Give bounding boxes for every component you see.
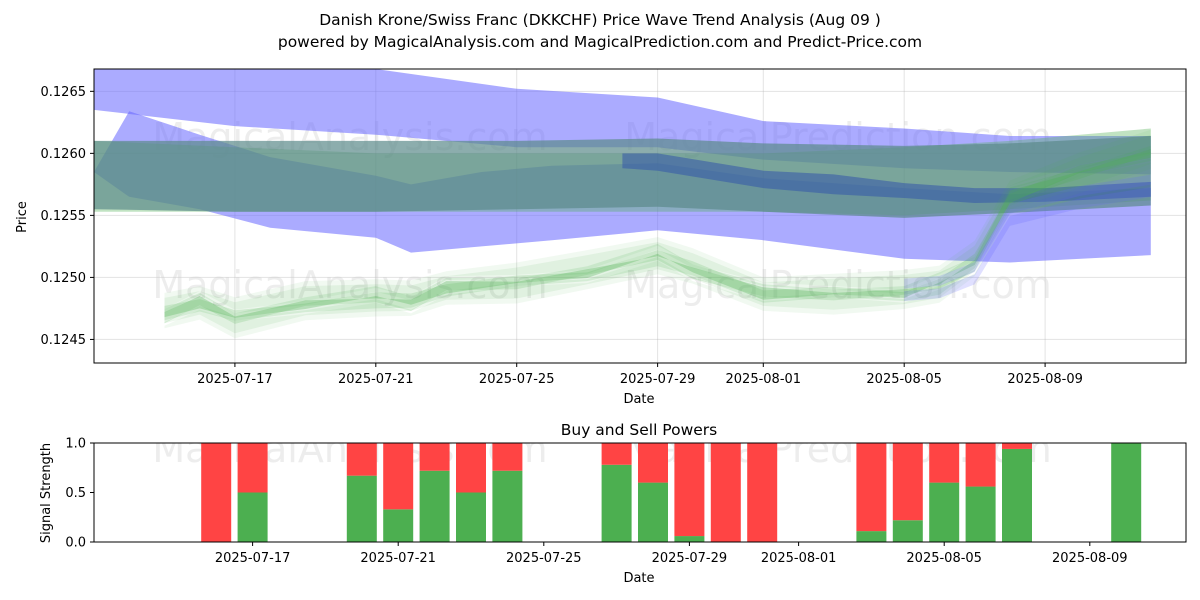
sell-bar [456,443,486,493]
blue-wave-band [904,187,1151,301]
sell-bar [892,443,923,521]
y-tick-label: 0.5 [65,486,86,501]
buy-bar [638,482,668,542]
price-wave-band [164,129,1151,310]
y-tick-label: 0.1250 [41,271,87,286]
buy-bar [965,486,996,542]
sell-bar [492,443,523,471]
bottom-chart-title: Buy and Sell Powers [561,421,718,439]
main-chart-subtitle: powered by MagicalAnalysis.com and Magic… [278,33,922,51]
bottom-y-axis-label: Signal Strength [39,443,54,543]
dark-blue-trend-band [622,153,1151,203]
blue-wave-band [904,174,1151,289]
y-tick-label: 0.0 [65,536,86,551]
buy-bar [383,509,414,542]
sell-bar [346,443,377,476]
price-chart-panel: MagicalAnalysis.com MagicalPrediction.com… [41,68,1187,387]
buy-bar [237,492,268,542]
x-tick-label: 2025-08-09 [1052,551,1128,566]
top-plot-frame [93,68,1187,364]
buy-bar [1111,443,1142,542]
x-tick-label: 2025-07-21 [360,551,436,566]
buy-bar [419,470,450,542]
x-tick-label: 2025-07-21 [338,372,414,387]
buy-bar [492,470,523,542]
buy-bar [674,536,705,542]
buy-bar [892,520,923,542]
watermark-text: MagicalAnalysis.com [152,263,547,307]
buy-sell-panel: MagicalAnalysis.comMagicalPrediction.com… [65,437,1187,566]
main-chart-title: Danish Krone/Swiss Franc (DKKCHF) Price … [319,11,881,29]
watermark-text: MagicalPrediction.com [624,263,1052,307]
x-tick-label: 2025-07-29 [620,372,696,387]
x-tick-label: 2025-07-29 [652,551,728,566]
sell-bar [237,443,268,493]
y-tick-label: 0.1265 [41,85,87,100]
buy-bar [1002,448,1032,542]
sell-bar [419,443,450,471]
x-tick-label: 2025-07-25 [506,551,582,566]
x-tick-label: 2025-07-25 [479,372,555,387]
x-tick-label: 2025-07-17 [197,372,273,387]
price-wave-band [164,158,1151,334]
y-tick-label: 0.1245 [41,333,87,348]
price-wave-band [164,162,1151,339]
x-tick-label: 2025-08-01 [726,372,802,387]
buy-bar [456,492,486,542]
teal-band [94,136,1151,218]
y-tick-label: 0.1255 [41,209,87,224]
x-tick-label: 2025-08-09 [1007,372,1083,387]
x-tick-label: 2025-07-17 [215,551,291,566]
sell-bar [965,443,996,487]
buy-bar [346,475,377,542]
sell-bar [201,443,232,542]
buy-bar [929,482,960,542]
y-tick-label: 0.1260 [41,147,87,162]
sell-bar [674,443,705,537]
sell-bar [710,443,741,542]
top-x-axis-label: Date [623,392,654,407]
buy-bar [856,531,887,542]
sell-bar [601,443,632,465]
x-tick-label: 2025-08-05 [906,551,982,566]
top-y-axis-label: Price [15,201,30,233]
sell-bar [1002,443,1032,449]
y-tick-label: 1.0 [65,437,86,452]
x-tick-label: 2025-08-01 [761,551,837,566]
x-tick-label: 2025-08-05 [866,372,942,387]
buy-bar [601,464,632,542]
sell-bar [856,443,887,532]
bottom-x-axis-label: Date [623,571,654,586]
sell-bar [638,443,668,483]
sell-bar [747,443,778,542]
sell-bar [929,443,960,483]
sell-bar [383,443,414,510]
